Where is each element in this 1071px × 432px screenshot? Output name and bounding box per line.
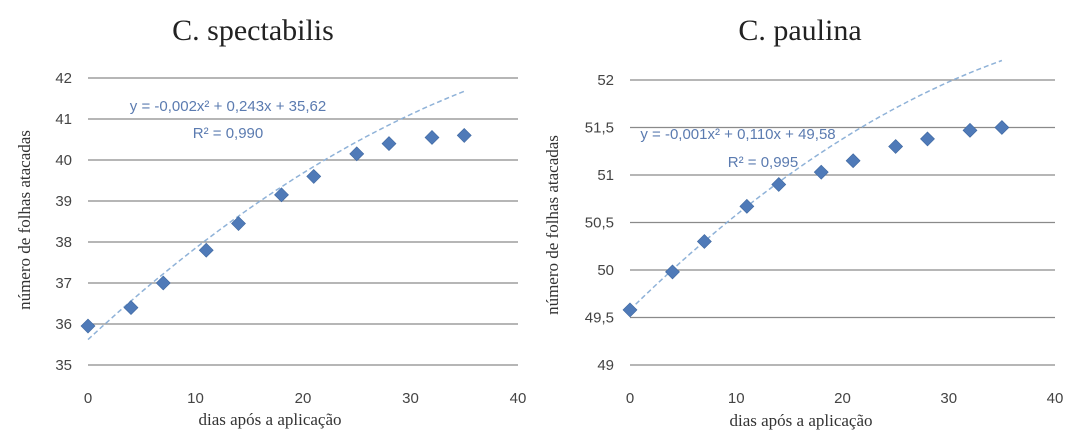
y-axis-label: número de folhas atacadas [15, 130, 34, 310]
x-axis-label: dias após a aplicação [198, 410, 341, 429]
gridlines [630, 79, 1055, 366]
trendline-equation: y = -0,002x² + 0,243x + 35,62 [130, 98, 326, 115]
trendline [87, 90, 465, 341]
trendline [629, 59, 1003, 311]
x-tick-label: 20 [834, 390, 851, 407]
data-point [665, 264, 680, 280]
data-point [155, 275, 171, 291]
data-point [456, 127, 472, 143]
trendline-r2: R² = 0,990 [193, 125, 263, 142]
y-tick-label: 36 [55, 316, 72, 333]
data-markers [80, 127, 472, 334]
trendline-equation: y = -0,001x² + 0,110x + 49,58 [640, 126, 835, 143]
y-tick-label: 52 [597, 72, 614, 89]
x-tick-label: 30 [402, 390, 419, 407]
data-point [771, 177, 787, 192]
data-point [813, 164, 829, 180]
x-tick-label: 30 [940, 390, 957, 407]
y-tick-label: 38 [55, 234, 72, 251]
y-tick-label: 41 [55, 111, 72, 128]
data-point [424, 130, 440, 145]
data-point [845, 153, 861, 169]
x-tick-label: 10 [187, 390, 204, 407]
chart-svg-c-spectabilis: C. spectabilis 35 36 37 38 39 40 41 42 0 10 20 30 4… [15, 14, 527, 429]
y-tick-label: 51 [597, 167, 614, 184]
x-tick-label: 0 [626, 390, 634, 407]
x-tick-label: 0 [84, 390, 92, 407]
data-point [920, 131, 935, 147]
y-tick-label: 35 [55, 357, 72, 374]
x-tick-label: 10 [728, 390, 745, 407]
y-tick-label: 49,5 [585, 310, 614, 327]
data-point [231, 216, 246, 231]
y-tick-label: 37 [55, 275, 72, 292]
data-markers [622, 120, 1010, 318]
data-point [349, 146, 365, 162]
data-point [123, 300, 139, 316]
y-tick-label: 50,5 [585, 215, 614, 232]
data-point [381, 136, 397, 152]
y-tick-label: 50 [597, 262, 614, 279]
y-tick-label: 39 [55, 193, 72, 210]
y-tick-label: 40 [55, 152, 72, 169]
data-point [739, 198, 755, 214]
chart-title: C. paulina [738, 14, 861, 47]
data-point [274, 187, 289, 203]
y-tick-label: 42 [55, 70, 72, 87]
x-axis-label: dias após a aplicação [729, 411, 872, 430]
gridlines [88, 77, 518, 366]
x-tick-labels: 0 10 20 30 40 [84, 390, 527, 407]
x-tick-label: 20 [295, 390, 312, 407]
chart-panel-c-paulina: C. paulina 49 49,5 50 50,5 51 51,5 52 0 10 20 30 4… [535, 0, 1071, 432]
y-tick-label: 51,5 [585, 120, 614, 137]
y-tick-labels: 35 36 37 38 39 40 41 42 [55, 70, 72, 374]
trendline-r2: R² = 0,995 [728, 154, 798, 171]
chart-panel-c-spectabilis: C. spectabilis 35 36 37 38 39 40 41 42 0 10 20 30 4… [0, 0, 535, 432]
y-axis-label: número de folhas atacadas [543, 135, 562, 315]
data-point [696, 234, 712, 249]
x-tick-label: 40 [510, 390, 527, 407]
x-tick-label: 40 [1047, 390, 1064, 407]
y-tick-labels: 49 49,5 50 50,5 51 51,5 52 [585, 72, 614, 374]
data-point [198, 242, 214, 258]
data-point [306, 168, 322, 184]
chart-title: C. spectabilis [172, 14, 334, 47]
chart-svg-c-paulina: C. paulina 49 49,5 50 50,5 51 51,5 52 0 10 20 30 4… [543, 14, 1064, 430]
data-point [888, 139, 904, 154]
data-point [80, 318, 96, 334]
data-point [962, 122, 978, 138]
data-point [994, 120, 1010, 135]
data-point [622, 302, 638, 318]
x-tick-labels: 0 10 20 30 40 [626, 390, 1064, 407]
y-tick-label: 49 [597, 357, 614, 374]
